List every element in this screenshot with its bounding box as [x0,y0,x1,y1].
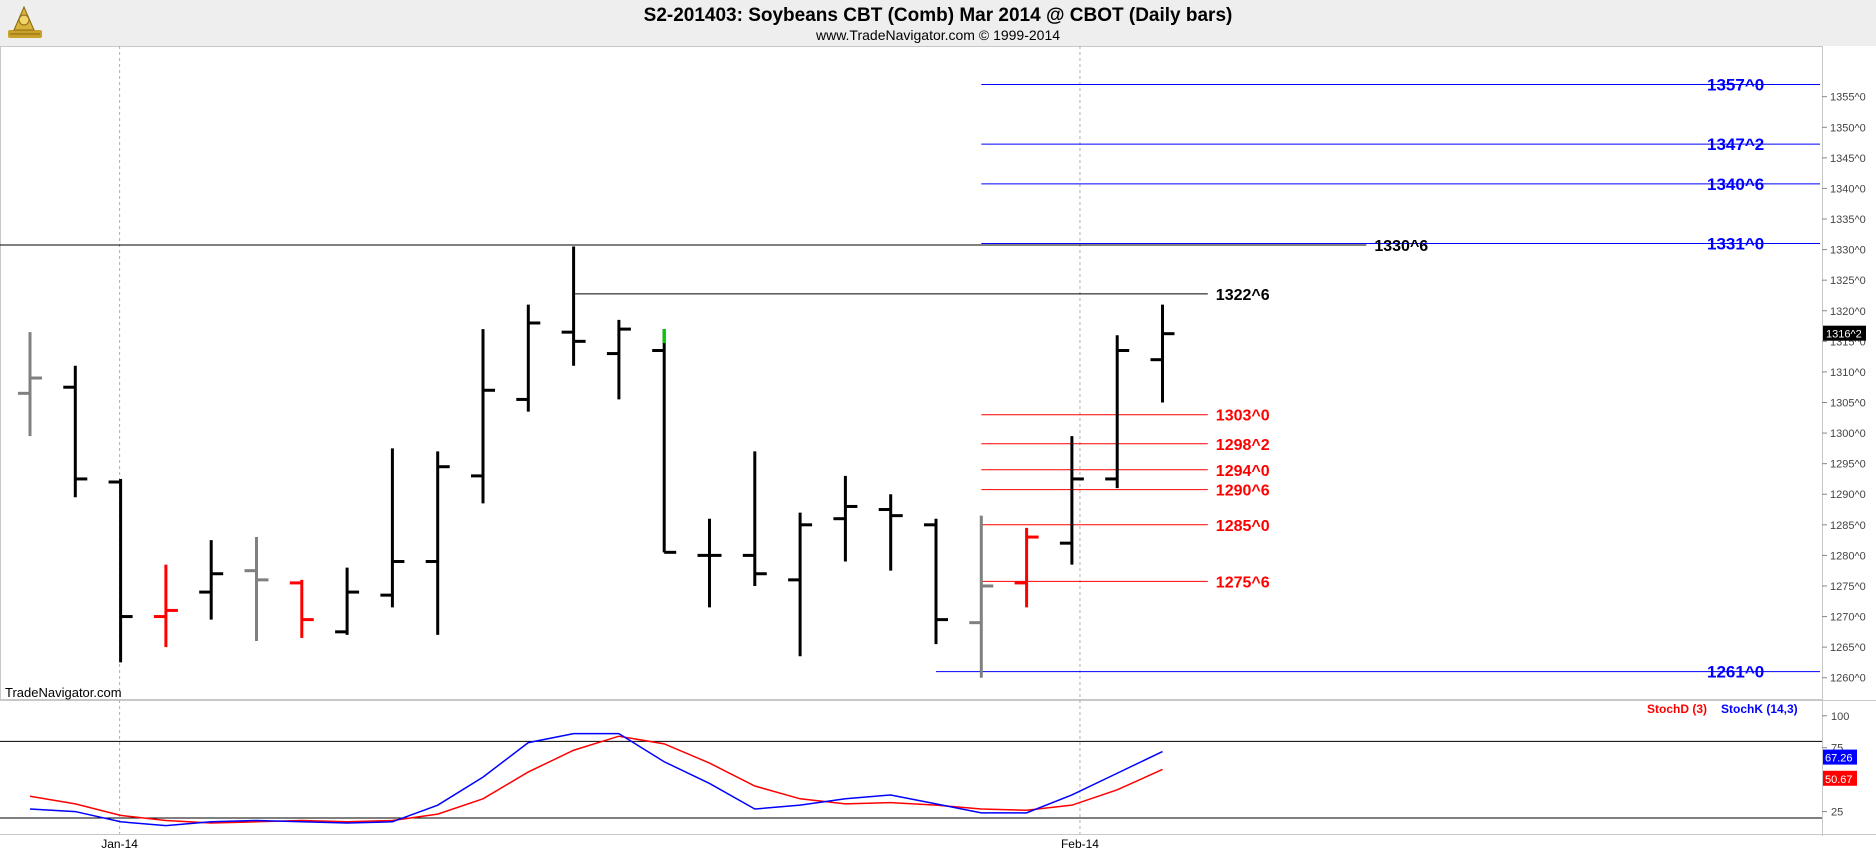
ohlc-bar [561,246,586,366]
ohlc-bar [697,518,722,608]
level-label: 1331^0 [1707,234,1764,253]
ohlc-bar [63,365,88,498]
ohlc-bar [833,475,858,562]
ohlc-bar [606,319,631,400]
stoch-value-box [1823,749,1857,765]
y-tick-label: 1270^0 [1830,612,1866,624]
y-tick-label: 1305^0 [1830,397,1866,409]
last-price-label: 1316^2 [1826,329,1862,341]
stoch-value-label: 50.67 [1825,774,1853,786]
level-label: 1330^6 [1374,238,1428,255]
ohlc-bar [244,537,269,642]
ohlc-bar [471,329,495,504]
stoch-value-box [1823,770,1857,786]
y-tick-label: 1280^0 [1830,550,1866,562]
y-tick-label: 1290^0 [1830,489,1866,501]
ohlc-bar [924,518,948,645]
price-levels: 1357^0 1347^2 1340^6 1331^0 1261^0 1330^6 1322… [0,75,1820,682]
ohlc-bar [108,478,133,663]
stoch-legend-label: StochD (3) [1647,702,1707,716]
ohlc-bar [199,540,224,620]
level-label: 1294^0 [1216,463,1270,480]
level-label: 1340^6 [1707,175,1764,194]
stoch-legend-label: StochK (14,3) [1721,702,1798,716]
level-label: 1322^6 [1216,287,1270,304]
y-tick-label: 1345^0 [1830,153,1866,165]
ohlc-bar [153,564,178,648]
y-tick-label: 1310^0 [1830,367,1866,379]
ohlc-bar [1150,304,1175,403]
y-tick-label: 1265^0 [1830,642,1866,654]
ohlc-bar [878,494,903,571]
level-label: 1298^2 [1216,437,1270,454]
y-tick-label: 1355^0 [1830,92,1866,104]
level-label: 1285^0 [1216,518,1270,535]
stoch-series-line [29,735,1163,824]
level-label: 1261^0 [1707,663,1764,682]
stochastic-panel: StochD (3) StochK (14,3) [0,702,1822,827]
level-label: 1290^6 [1216,483,1270,500]
ohlc-bars [18,246,1175,678]
stoch-value-label: 67.26 [1825,753,1853,765]
level-label: 1303^0 [1216,408,1270,425]
y-tick-label: 1325^0 [1830,275,1866,287]
ohlc-bar [1059,436,1084,565]
watermark: TradeNavigator.com [5,685,122,700]
ohlc-bar [18,332,42,437]
ohlc-bar [742,451,767,586]
x-tick-label: Feb-14 [1061,837,1099,851]
ohlc-bar [1014,527,1039,608]
ohlc-bar [289,579,314,638]
ohlc-bar [516,304,541,412]
ohlc-bar [380,448,405,608]
month-gridlines [119,46,1081,834]
level-label: 1357^0 [1707,75,1764,94]
y-tick-label: 1340^0 [1830,183,1866,195]
y-tick-label: 1320^0 [1830,306,1866,318]
stoch-series-line [29,732,1163,827]
header-band [0,0,1876,46]
ohlc-bar [969,515,994,678]
y-tick-label: 1285^0 [1830,520,1866,532]
ohlc-bar [1105,335,1130,489]
ohlc-bar [652,329,677,554]
ohlc-bar [425,451,450,635]
y-tick-label: 1275^0 [1830,581,1866,593]
price-axis: 1260^0 1265^0 1270^0 1275^0 1280^0 1285^0 1290… [1822,92,1866,685]
chart-title: S2-201403: Soybeans CBT (Comb) Mar 2014 … [644,5,1233,26]
y-tick-label: 100 [1831,711,1849,723]
chart-subtitle: www.TradeNavigator.com © 1999-2014 [815,27,1060,43]
tradenavigator-logo-icon [8,5,42,38]
ohlc-bar [335,567,360,635]
y-tick-label: 1330^0 [1830,245,1866,257]
y-tick-label: 25 [1831,807,1843,819]
y-tick-label: 1260^0 [1830,673,1866,685]
ohlc-bar [788,512,813,657]
y-tick-label: 1350^0 [1830,122,1866,134]
level-label: 1275^6 [1216,574,1270,591]
x-tick-label: Jan-14 [101,837,138,851]
y-tick-label: 1295^0 [1830,459,1866,471]
y-tick-label: 1300^0 [1830,428,1866,440]
last-price-box [1823,325,1866,341]
time-axis: Jan-14 Feb-14 [101,837,1099,851]
level-label: 1347^2 [1707,135,1764,154]
y-tick-label: 1335^0 [1830,214,1866,226]
